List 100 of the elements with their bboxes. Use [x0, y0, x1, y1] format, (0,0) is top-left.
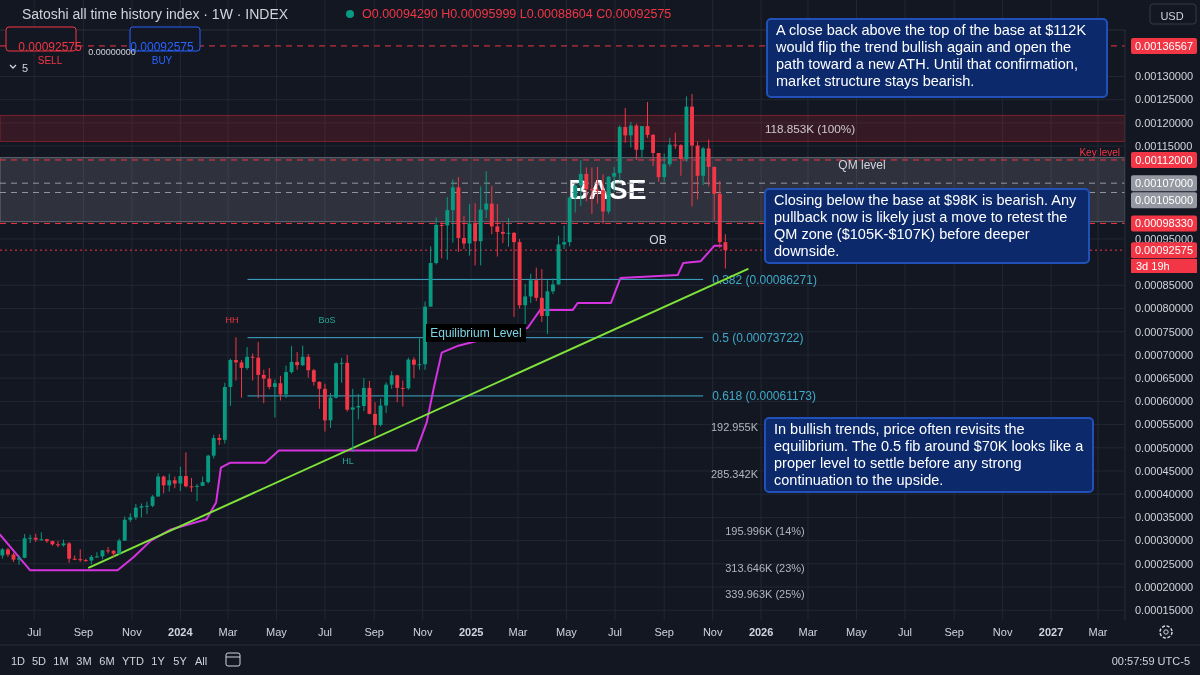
- x-tick-label: Nov: [412, 625, 433, 638]
- candlestick: [317, 380, 322, 410]
- candlestick: [183, 451, 188, 488]
- annotation: OB: [649, 233, 667, 248]
- annotation: 313.646K (23%): [725, 561, 805, 574]
- candlestick: [551, 277, 555, 295]
- candlestick: [289, 345, 294, 375]
- y-tick-label: 0.00060000: [1135, 395, 1194, 408]
- candlestick: [373, 401, 377, 437]
- ref-line-label: 0.618 (0.00061173): [712, 389, 816, 404]
- x-tick-label: May: [266, 625, 288, 638]
- x-tick-label: Jul: [27, 625, 42, 638]
- candlestick: [445, 196, 450, 261]
- x-tick-label: May: [556, 625, 578, 638]
- chart-title: Satoshi all time history index · 1W · INDEX: [22, 5, 289, 22]
- text: 1M: [53, 654, 69, 667]
- y-tick-label: 0.00050000: [1135, 441, 1194, 454]
- text: USD: [1160, 9, 1184, 22]
- candlestick: [145, 501, 149, 515]
- x-tick-label: Mar: [798, 625, 818, 638]
- x-tick-label: Mar: [218, 625, 238, 638]
- candlestick: [411, 356, 416, 379]
- annotation: 195.996K (14%): [725, 524, 805, 537]
- candlestick: [350, 388, 355, 453]
- x-tick-label: 2025: [458, 625, 484, 638]
- y-tick-label: 0.00120000: [1135, 116, 1194, 129]
- y-tick-label: 0.00085000: [1135, 279, 1194, 292]
- annotation: Equilibrium Level: [430, 326, 522, 341]
- candlestick: [284, 365, 288, 399]
- y-tick-label: 0.00045000: [1135, 464, 1194, 477]
- candlestick: [39, 531, 44, 542]
- candlestick: [306, 353, 311, 379]
- x-tick-label: 2024: [168, 625, 194, 638]
- candlestick: [400, 379, 405, 407]
- annotation: Key level: [1079, 146, 1120, 158]
- candlestick: [44, 538, 49, 544]
- ref-line-label: 0.00107000: [1134, 177, 1194, 190]
- y-tick-label: 0.00075000: [1135, 325, 1194, 338]
- ref-line-label: 0.00112000: [1135, 153, 1193, 166]
- text: 3M: [76, 654, 92, 667]
- annotation: SELL: [37, 54, 63, 66]
- ref-line-label: 0.00105000: [1134, 194, 1194, 207]
- y-tick-label: 0.00015000: [1135, 604, 1194, 617]
- candlestick: [56, 540, 60, 548]
- candlestick: [106, 546, 110, 555]
- y-tick-label: 0.00070000: [1135, 348, 1194, 361]
- y-tick-label: 0.00025000: [1135, 557, 1194, 570]
- text: YTD: [122, 654, 145, 667]
- x-tick-label: Sep: [364, 625, 384, 638]
- text: 3d 19h: [1136, 259, 1170, 272]
- candlestick: [261, 369, 266, 404]
- ref-line-label: 0.00098330: [1134, 217, 1194, 230]
- annotation: HH: [225, 315, 239, 326]
- text: 1D: [10, 654, 26, 667]
- candlestick: [195, 483, 199, 502]
- x-tick-label: Mar: [1088, 625, 1108, 638]
- ref-line-label: 0.00136567: [1134, 39, 1194, 52]
- candlestick: [178, 466, 183, 492]
- text: 1Y: [151, 654, 166, 667]
- candlestick: [662, 152, 667, 183]
- candlestick: [122, 515, 127, 542]
- x-tick-label: Sep: [944, 625, 964, 638]
- candlestick: [17, 554, 22, 566]
- x-tick-label: May: [846, 625, 868, 638]
- x-tick-label: Sep: [73, 625, 94, 638]
- x-tick-label: 2026: [748, 625, 774, 638]
- candlestick: [339, 357, 344, 384]
- candlestick: [250, 353, 255, 381]
- x-tick-label: Nov: [992, 625, 1013, 638]
- text: 00:57:59 UTC-5: [1111, 654, 1190, 667]
- x-tick-label: Jul: [607, 625, 622, 638]
- annotation: 5: [21, 61, 29, 74]
- annotation: QM level: [838, 158, 886, 173]
- candlestick: [395, 374, 400, 403]
- candlestick: [539, 268, 544, 323]
- candlestick: [640, 125, 644, 158]
- candlestick: [156, 472, 161, 498]
- y-tick-label: 0.00040000: [1135, 488, 1194, 501]
- annotation: HL: [342, 456, 354, 467]
- ref-line-label: 0.00092575: [1134, 244, 1194, 256]
- annotation: In bullish trends, price often revisits the equilibrium. The 0.5 fib around $70K looks like a proper level to settle before any strong continuation to the upside.: [764, 417, 1094, 493]
- y-tick-label: 0.00080000: [1135, 302, 1194, 315]
- annotation: BoS: [318, 315, 336, 326]
- text: 5D: [31, 654, 47, 667]
- candlestick: [361, 377, 366, 412]
- y-tick-label: 0.00095000: [1135, 232, 1194, 245]
- candlestick: [300, 345, 305, 367]
- y-tick-label: 0.00115000: [1135, 139, 1193, 152]
- x-tick-label: Nov: [122, 625, 143, 638]
- annotation: A close back above the top of the base at $112K would flip the trend bullish again and open the path toward a new ATH. Until that confirmation, market structure stays bearish.: [766, 18, 1108, 98]
- annotation: 285.342K: [710, 467, 759, 480]
- y-tick-label: 0.00125000: [1135, 93, 1194, 106]
- y-tick-label: 0.00030000: [1135, 534, 1194, 547]
- text: All: [194, 654, 208, 667]
- x-tick-label: Nov: [702, 625, 723, 638]
- candlestick: [534, 267, 539, 302]
- y-tick-label: 0.00055000: [1135, 418, 1194, 431]
- x-tick-label: Jul: [897, 625, 912, 638]
- candlestick: [628, 121, 633, 148]
- candlestick: [256, 341, 261, 399]
